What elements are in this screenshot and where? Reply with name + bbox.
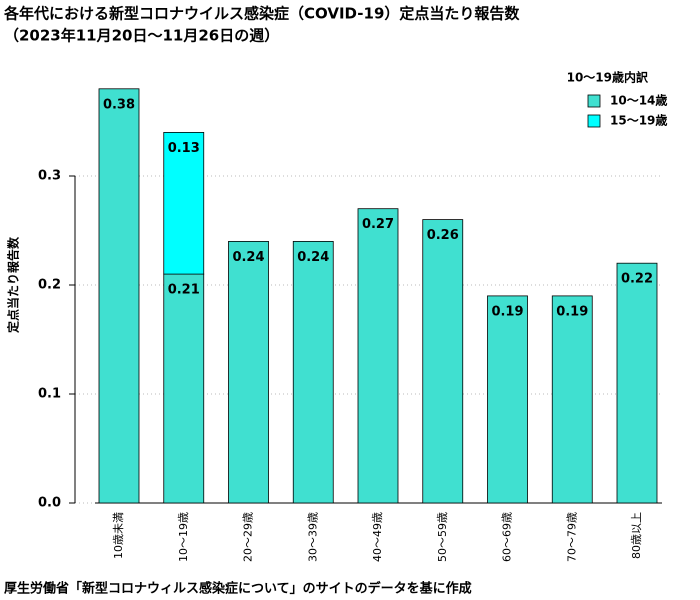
value-label: 0.19 xyxy=(491,304,523,319)
value-label: 0.13 xyxy=(168,141,200,156)
legend-label: 10〜14歳 xyxy=(610,93,667,108)
legend-swatch xyxy=(587,94,601,108)
value-label: 0.26 xyxy=(427,228,459,243)
y-tick-label: 0.3 xyxy=(38,169,61,184)
x-tick-label: 30〜39歳 xyxy=(306,512,319,562)
x-tick-label: 70〜79歳 xyxy=(565,512,578,562)
bar xyxy=(98,88,140,504)
x-tick-label: 50〜59歳 xyxy=(436,512,449,562)
y-axis-label: 定点当たり報告数 xyxy=(6,236,21,333)
legend-label: 15〜19歳 xyxy=(610,113,667,128)
y-tick-label: 0.0 xyxy=(38,496,61,511)
value-label: 0.24 xyxy=(232,250,264,265)
x-tick-label: 60〜69歳 xyxy=(501,512,514,562)
y-tick-label: 0.1 xyxy=(38,387,61,402)
x-tick-label: 20〜29歳 xyxy=(242,512,255,562)
value-label: 0.24 xyxy=(297,250,329,265)
bar xyxy=(422,219,464,504)
x-tick-label: 10歳未満 xyxy=(112,512,125,559)
bar xyxy=(487,295,528,504)
value-label: 0.19 xyxy=(556,304,588,319)
bar xyxy=(163,131,205,275)
bar xyxy=(551,295,593,504)
bar xyxy=(616,262,658,504)
caption: 厚生労働省「新型コロナウィルス感染症について」のサイトのデータを基に作成 xyxy=(4,581,472,597)
chart-subtitle: （2023年11月20日〜11月26日の週） xyxy=(4,27,279,45)
legend-title: 10〜19歳内訳 xyxy=(567,70,649,85)
value-label: 0.22 xyxy=(621,272,653,287)
y-tick-label: 0.2 xyxy=(38,278,61,293)
value-label: 0.27 xyxy=(362,217,394,232)
legend-swatch xyxy=(587,114,601,128)
bar xyxy=(163,273,205,504)
bar xyxy=(357,208,399,504)
value-label: 0.21 xyxy=(168,283,200,298)
x-tick-label: 40〜49歳 xyxy=(371,512,384,562)
x-tick-label: 10〜19歳 xyxy=(177,512,190,562)
x-tick-label: 80歳以上 xyxy=(630,512,643,559)
bar xyxy=(228,240,269,504)
value-label: 0.38 xyxy=(103,97,135,112)
bar xyxy=(292,240,334,504)
chart-title: 各年代における新型コロナウイルス感染症（COVID-19）定点当たり報告数 xyxy=(3,5,520,23)
